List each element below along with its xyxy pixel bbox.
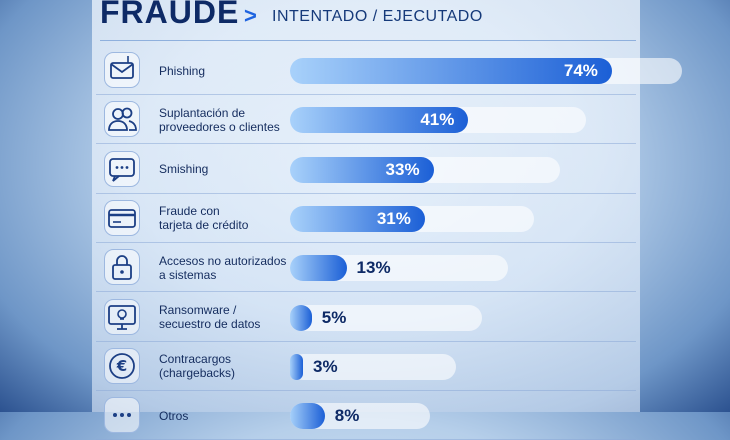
bar-track — [290, 304, 482, 331]
row: Otros 8% — [96, 391, 636, 440]
icon-glyph — [104, 199, 140, 236]
svg-text:€: € — [116, 357, 127, 375]
bar — [290, 255, 347, 282]
icon: € — [104, 347, 140, 384]
category-label: Fraude con tarjeta de crédito — [159, 204, 249, 233]
row-divider — [96, 340, 636, 342]
bar-track — [290, 353, 456, 380]
icon-glyph — [104, 52, 140, 88]
row-divider — [96, 143, 636, 145]
icon-glyph — [104, 397, 140, 434]
row-divider — [96, 291, 636, 293]
value-label: 8% — [334, 406, 360, 426]
bar — [290, 353, 304, 380]
value-label: 33% — [385, 159, 420, 179]
row: Ransomware / secuestro de datos 5% — [96, 293, 636, 342]
icon — [104, 150, 140, 187]
icon — [104, 397, 140, 434]
category-label: Accesos no autorizados a sistemas — [159, 253, 287, 282]
header-rule — [100, 40, 636, 41]
icon-glyph: € — [104, 347, 140, 384]
bar — [290, 304, 312, 331]
row: Fraude con tarjeta de crédito 31% — [96, 194, 636, 243]
row-divider — [96, 241, 636, 243]
value-label: 41% — [420, 110, 455, 130]
value-label: 5% — [321, 307, 347, 327]
value-label: 74% — [563, 61, 598, 80]
subtitle: INTENTADO / EJECUTADO — [272, 8, 483, 25]
row-divider — [96, 192, 636, 194]
bar — [290, 58, 612, 84]
value-label: 13% — [356, 258, 391, 278]
row: Smishing 33% — [96, 145, 636, 194]
row: Accesos no autorizados a sistemas 13% — [96, 243, 636, 293]
row: Phishing 74% — [96, 46, 682, 95]
row-divider — [96, 389, 636, 391]
icon-glyph — [104, 298, 140, 335]
bar — [290, 107, 469, 134]
category-label: Otros — [159, 408, 189, 423]
category-label: Smishing — [159, 162, 209, 177]
category-label: Contracargos (chargebacks) — [159, 352, 236, 381]
icon — [104, 52, 140, 88]
value-label: 3% — [313, 356, 338, 376]
value-label: 31% — [376, 208, 411, 228]
category-label: Ransomware / secuestro de datos — [159, 303, 261, 331]
bar — [290, 156, 434, 183]
icon-glyph — [104, 150, 140, 187]
title: FRAUDE — [100, 0, 240, 30]
icon — [104, 249, 140, 286]
icon — [104, 199, 140, 236]
bar — [290, 205, 425, 232]
row: € Contracargos (chargebacks) 3% — [96, 342, 636, 391]
category-label: Phishing — [159, 63, 206, 78]
icon-glyph — [104, 249, 140, 286]
icon — [104, 101, 140, 138]
icon — [104, 298, 140, 335]
bar — [290, 403, 325, 430]
row: Suplantación de proveedores o clientes 41… — [96, 95, 636, 145]
category-label: Suplantación de proveedores o clientes — [159, 105, 280, 134]
row-divider — [96, 94, 636, 95]
icon-glyph — [104, 101, 140, 138]
title-separator: > — [244, 3, 257, 28]
